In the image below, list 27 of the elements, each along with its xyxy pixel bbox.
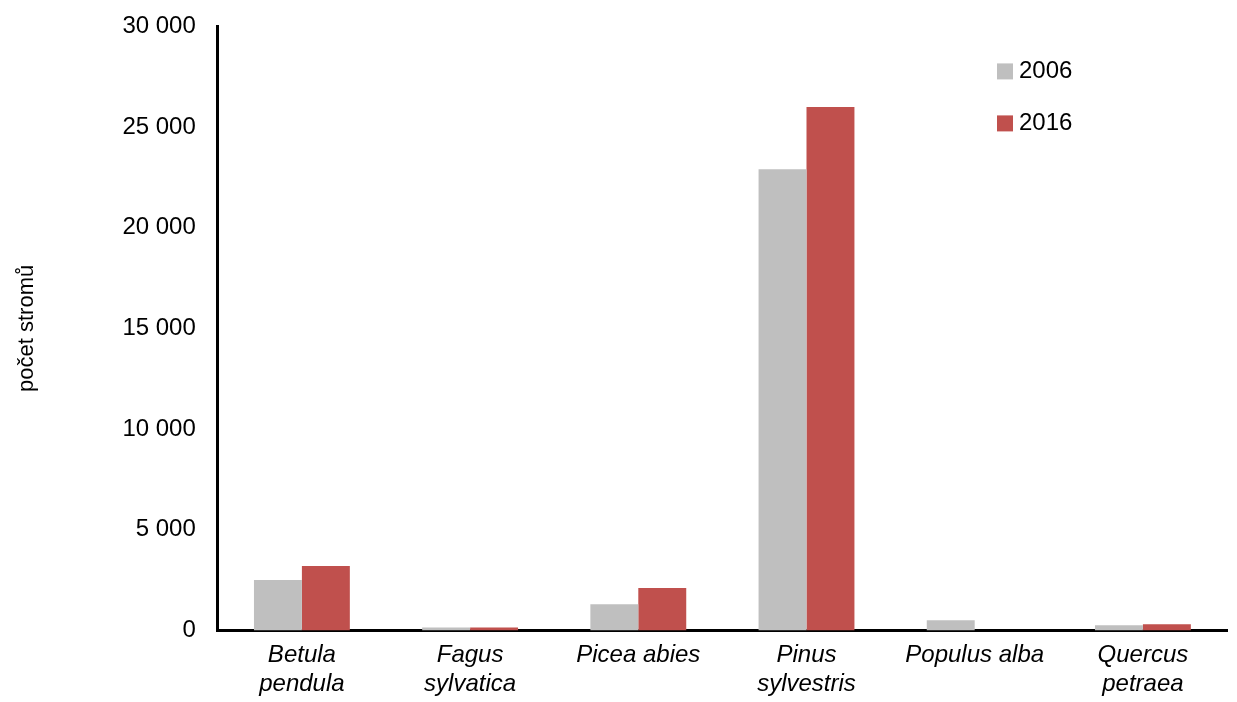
y-tick-label: 10 000: [122, 413, 196, 441]
y-tick-label: 20 000: [122, 212, 196, 240]
bar: [926, 620, 975, 631]
y-tick-label: 0: [182, 615, 196, 643]
bar: [301, 565, 350, 631]
bar: [806, 106, 855, 631]
bar: [1094, 625, 1143, 631]
x-tick-label: Picea abies: [576, 640, 701, 668]
x-tick-label: Betula pendula: [258, 640, 345, 697]
y-tick-label: 30 000: [122, 11, 196, 39]
bar: [590, 604, 639, 631]
bar: [253, 580, 302, 631]
y-tick-label: 15 000: [122, 313, 196, 341]
bar: [422, 627, 471, 631]
bar: [1142, 624, 1191, 631]
y-axis-title: počet stromů: [13, 264, 39, 392]
bar: [758, 169, 807, 631]
legend-label: 2006: [1019, 56, 1073, 84]
x-tick-label: Quercus petraea: [1097, 640, 1189, 697]
x-tick-label: Pinus sylvestris: [757, 640, 856, 697]
bar: [470, 627, 519, 631]
y-tick-label: 5 000: [135, 514, 196, 542]
bar: [638, 588, 687, 631]
legend-label: 2016: [1019, 108, 1073, 136]
y-tick-label: 25 000: [122, 111, 196, 139]
x-tick-label: Populus alba: [905, 640, 1045, 668]
x-tick-label: Fagus sylvatica: [424, 640, 517, 697]
